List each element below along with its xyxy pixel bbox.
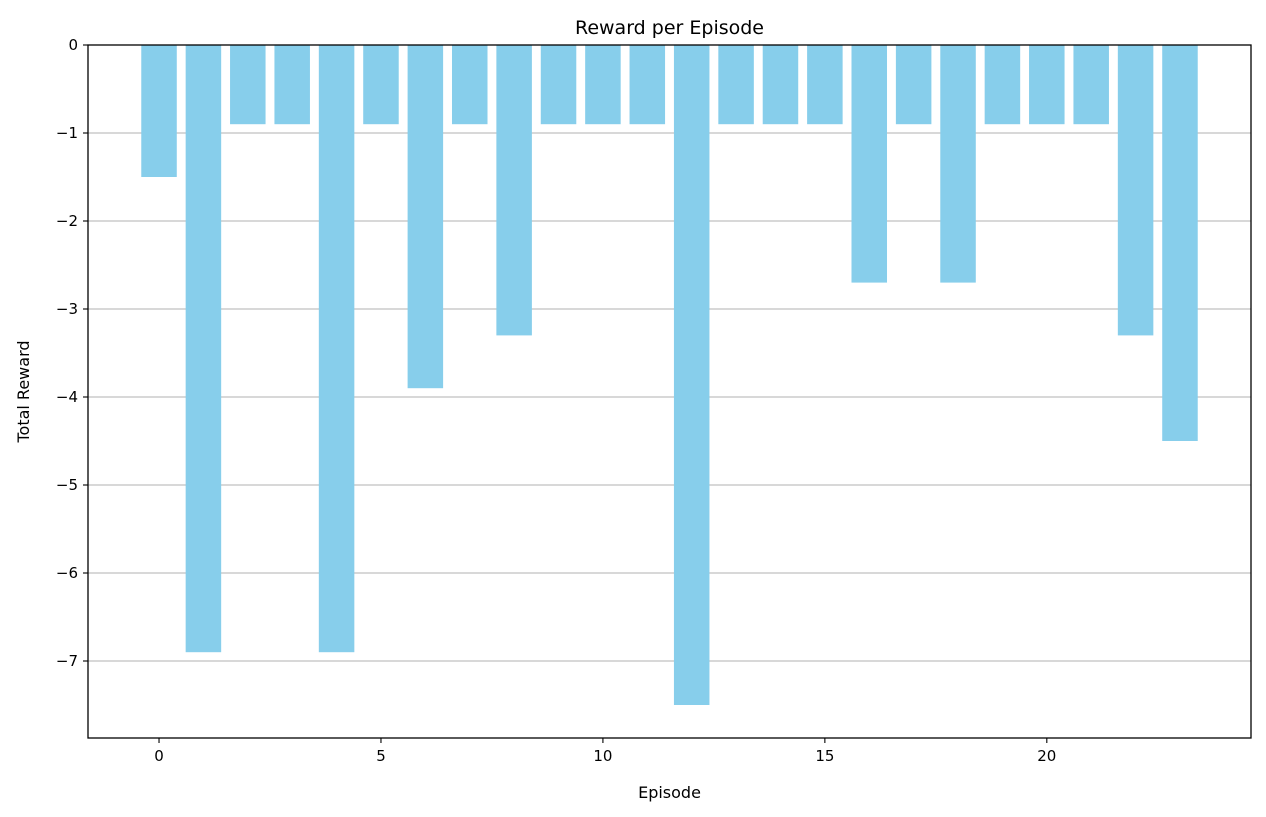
y-axis-label: Total Reward	[14, 340, 33, 443]
y-tick-label: −1	[56, 124, 78, 142]
bar-episode-21	[1073, 45, 1109, 125]
chart-title: Reward per Episode	[575, 17, 764, 39]
y-tick-label: 0	[68, 36, 78, 54]
bar-episode-2	[230, 45, 266, 125]
bar-episode-18	[940, 45, 976, 283]
x-tick-label: 20	[1037, 747, 1056, 765]
bar-episode-12	[673, 45, 710, 705]
bar-episode-15	[807, 45, 843, 125]
bar-episode-9	[540, 45, 577, 125]
x-tick-label: 0	[154, 747, 164, 765]
bar-episode-8	[496, 45, 532, 336]
bar-episode-3	[274, 45, 310, 125]
bars	[141, 45, 1198, 705]
x-axis-label: Episode	[638, 783, 701, 802]
bar-episode-16	[851, 45, 888, 283]
y-tick-label: −4	[56, 388, 78, 406]
y-tick-label: −2	[56, 212, 78, 230]
bar-episode-5	[363, 45, 399, 125]
x-axis-ticks: 0 5 10 15 20	[154, 738, 1056, 765]
bar-episode-1	[185, 45, 222, 653]
y-tick-label: −3	[56, 300, 78, 318]
bar-episode-23	[1162, 45, 1198, 441]
y-tick-label: −5	[56, 476, 78, 494]
bar-episode-20	[1029, 45, 1065, 125]
bar-episode-4	[318, 45, 355, 653]
bar-episode-13	[718, 45, 754, 125]
bar-episode-17	[895, 45, 932, 125]
bar-episode-11	[629, 45, 666, 125]
y-tick-label: −6	[56, 564, 78, 582]
x-tick-label: 10	[593, 747, 612, 765]
bar-episode-0	[141, 45, 177, 177]
y-axis-ticks: 0 −1 −2 −3 −4 −5 −6 −7	[56, 36, 88, 670]
bar-episode-7	[451, 45, 488, 125]
plot-frame	[87, 44, 1252, 739]
y-tick-label: −7	[56, 652, 78, 670]
bar-episode-6	[407, 45, 444, 389]
x-tick-label: 15	[815, 747, 834, 765]
bar-episode-19	[984, 45, 1021, 125]
x-tick-label: 5	[376, 747, 386, 765]
bar-episode-14	[762, 45, 799, 125]
bar-episode-22	[1117, 45, 1154, 336]
bar-episode-10	[585, 45, 621, 125]
